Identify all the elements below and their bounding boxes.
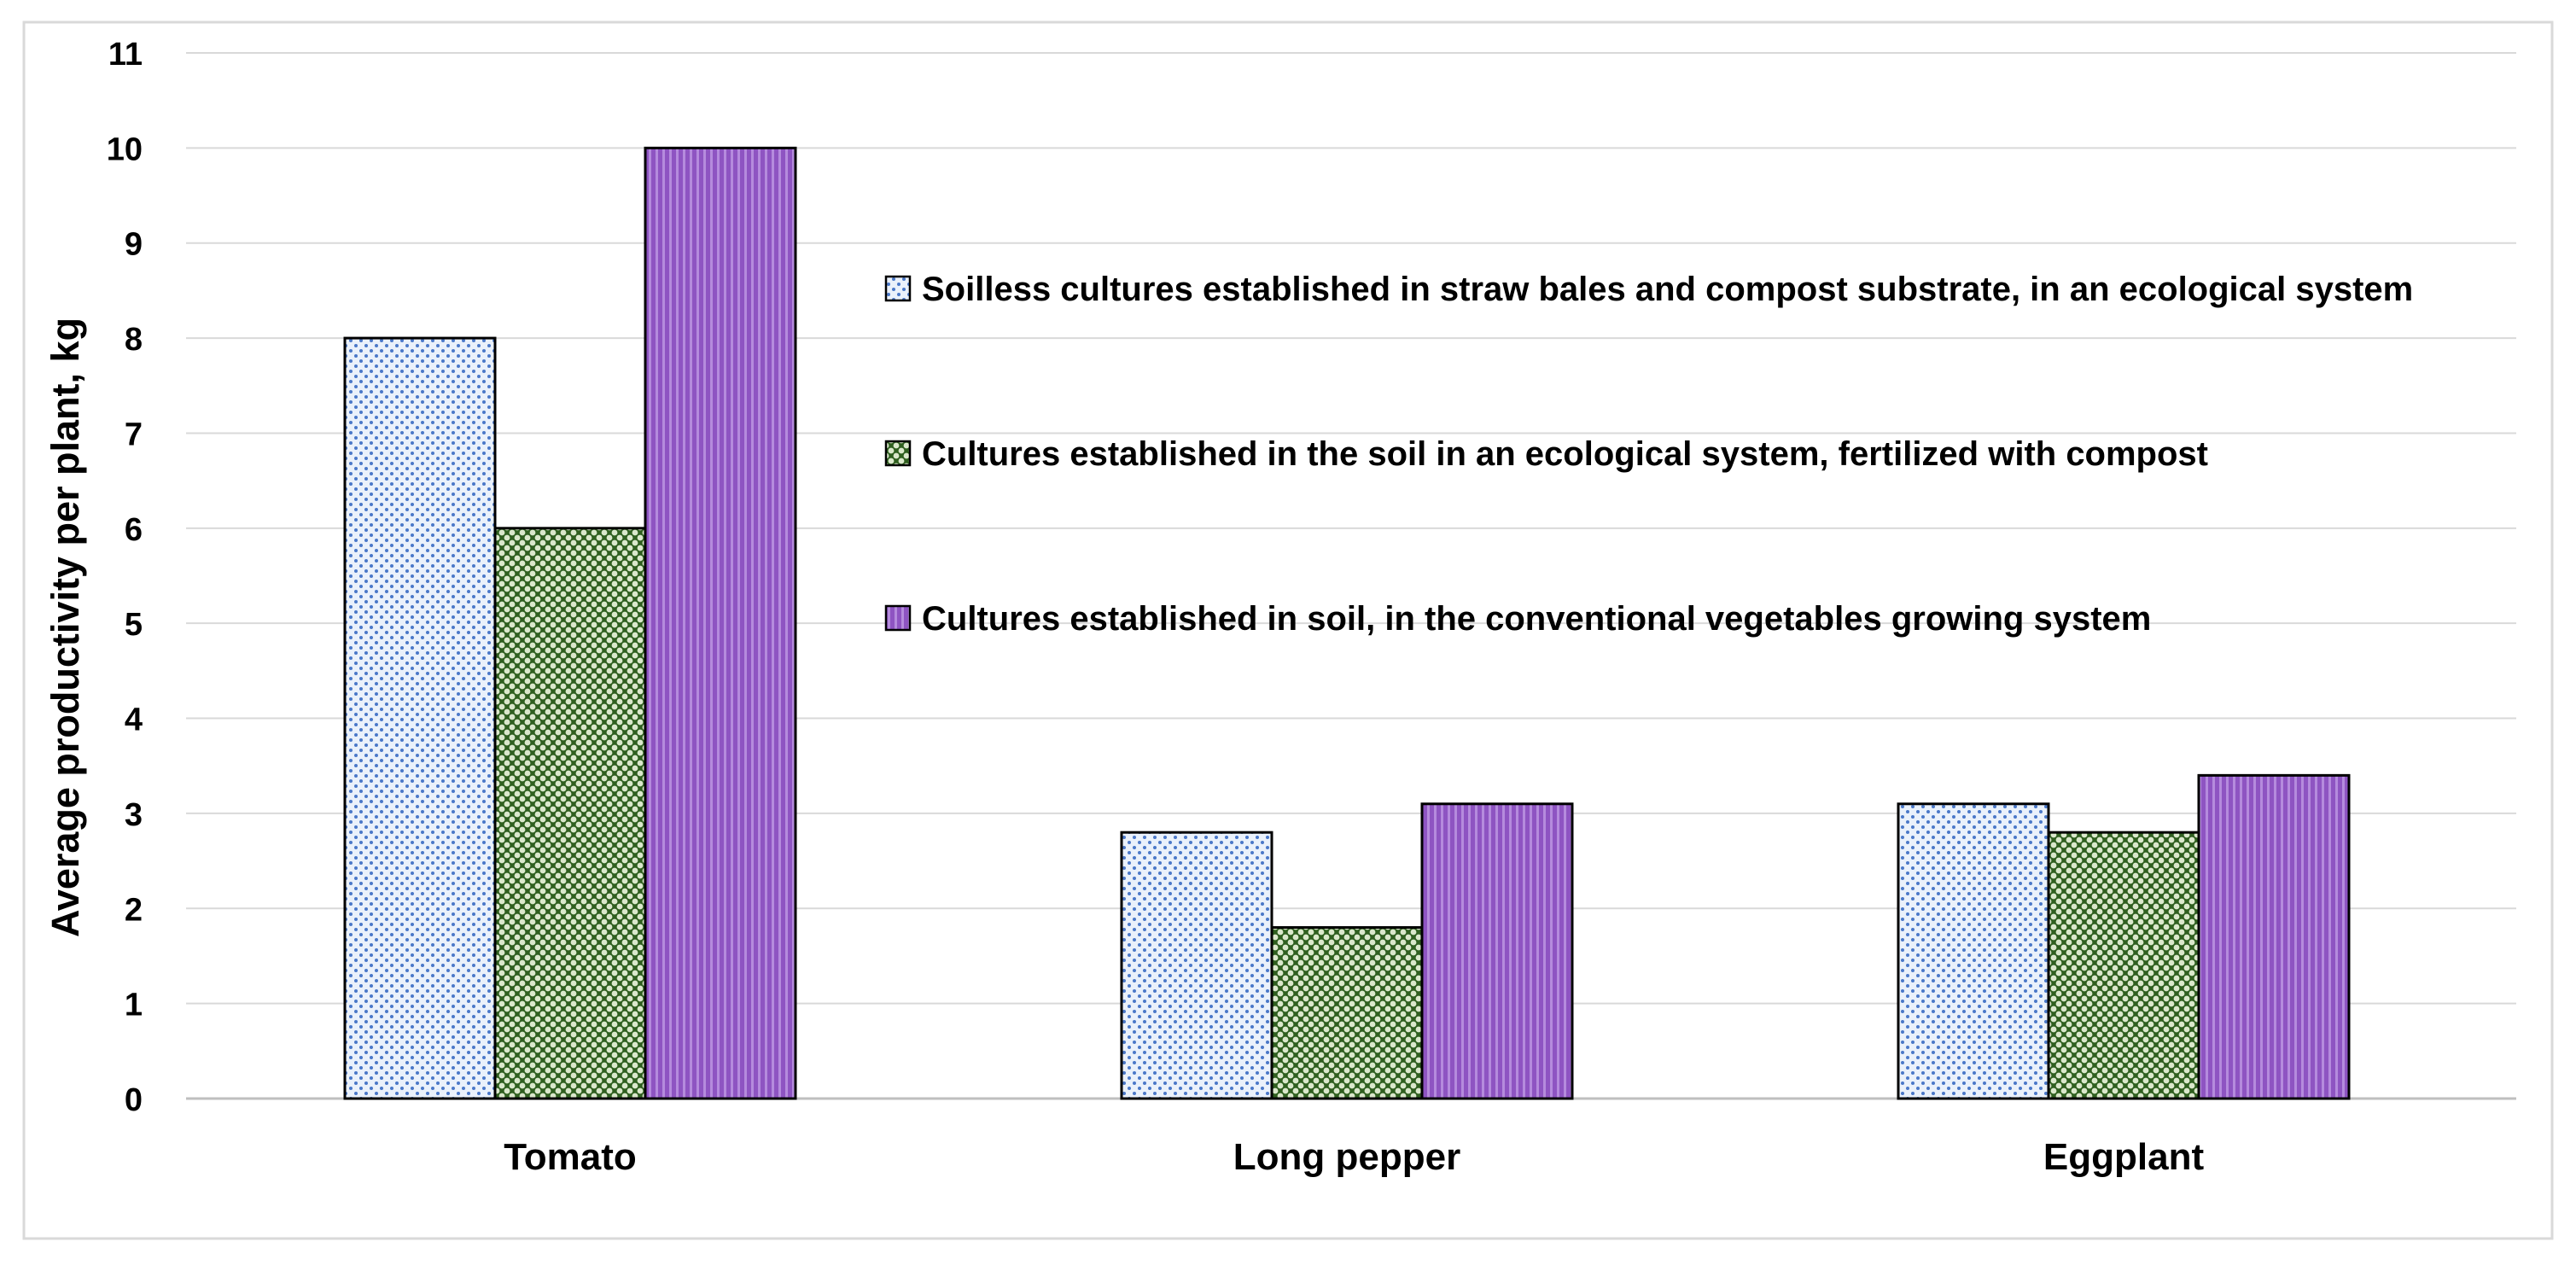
y-axis-ticks: 0 1 2 3 4 5 6 7 8 9 10 11 bbox=[107, 37, 143, 1118]
y-tick-label: 0 bbox=[125, 1082, 143, 1118]
legend: Soilless cultures established in straw b… bbox=[884, 271, 2413, 638]
y-tick-label: 9 bbox=[125, 227, 143, 263]
y-tick-label: 5 bbox=[125, 607, 143, 643]
bar-eggplant-series-2 bbox=[2047, 831, 2200, 1100]
x-axis-ticks: Tomato Long pepper Eggplant bbox=[504, 1136, 2204, 1178]
bar-long-pepper-series-1 bbox=[1120, 831, 1273, 1100]
legend-item-2: Cultures established in the soil in an e… bbox=[884, 435, 2208, 473]
y-tick-label: 10 bbox=[107, 131, 143, 167]
y-tick-label: 3 bbox=[125, 797, 143, 833]
y-tick-label: 6 bbox=[125, 512, 143, 548]
legend-swatch bbox=[884, 275, 912, 302]
y-tick-label: 4 bbox=[125, 702, 143, 738]
x-tick-label: Eggplant bbox=[2043, 1136, 2205, 1178]
bar-tomato-series-2 bbox=[493, 527, 647, 1100]
bars bbox=[343, 146, 2351, 1100]
legend-item-3: Cultures established in soil, in the con… bbox=[884, 600, 2151, 638]
legend-label: Soilless cultures established in straw b… bbox=[922, 271, 2413, 308]
legend-item-1: Soilless cultures established in straw b… bbox=[884, 271, 2413, 308]
x-tick-label: Long pepper bbox=[1233, 1136, 1460, 1178]
y-tick-label: 2 bbox=[125, 892, 143, 928]
legend-swatch bbox=[884, 440, 912, 467]
y-tick-label: 8 bbox=[125, 322, 143, 358]
bar-long-pepper-series-2 bbox=[1270, 926, 1424, 1100]
bar-long-pepper-series-3 bbox=[1420, 802, 1574, 1100]
bar-tomato-series-1 bbox=[343, 336, 497, 1100]
y-axis-label: Average productivity per plant, kg bbox=[44, 318, 87, 937]
legend-label: Cultures established in soil, in the con… bbox=[922, 600, 2151, 638]
bar-tomato-series-3 bbox=[644, 146, 797, 1100]
bar-eggplant-series-1 bbox=[1897, 802, 2050, 1100]
y-tick-label: 11 bbox=[108, 37, 143, 73]
x-tick-label: Tomato bbox=[504, 1136, 637, 1178]
legend-label: Cultures established in the soil in an e… bbox=[922, 435, 2208, 473]
y-tick-label: 1 bbox=[125, 988, 143, 1023]
y-tick-label: 7 bbox=[125, 417, 143, 452]
bar-eggplant-series-3 bbox=[2197, 773, 2351, 1100]
legend-swatch bbox=[884, 604, 912, 632]
